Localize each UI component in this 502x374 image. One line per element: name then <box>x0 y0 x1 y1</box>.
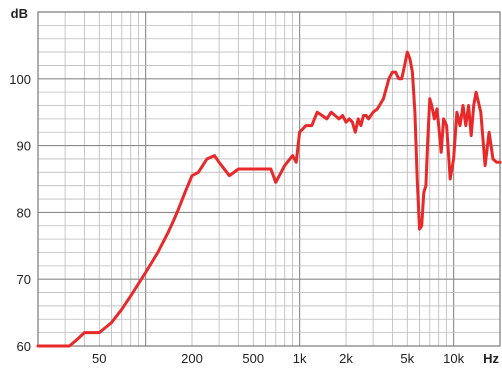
x-tick-label: 500 <box>242 351 264 366</box>
tick-labels: 60 70 80 90 100 50 200 500 1k 2k 5k 10k dB Hz <box>9 6 499 366</box>
y-tick-label: 80 <box>17 205 31 220</box>
y-tick-label: 90 <box>17 139 31 154</box>
y-tick-label: 100 <box>9 72 31 87</box>
grid <box>38 11 500 347</box>
x-unit-label: Hz <box>483 351 499 366</box>
y-tick-label: 70 <box>17 272 31 287</box>
series-line <box>36 50 502 348</box>
plot-frame <box>37 11 501 347</box>
x-tick-label: 2k <box>339 351 353 366</box>
x-tick-label: 10k <box>443 351 464 366</box>
x-tick-label: 50 <box>92 351 106 366</box>
axes <box>37 11 501 347</box>
y-unit-label: dB <box>11 6 28 21</box>
x-tick-label: 5k <box>400 351 414 366</box>
y-tick-label: 60 <box>17 339 31 354</box>
series-layer <box>36 50 502 348</box>
x-tick-label: 1k <box>293 351 307 366</box>
x-tick-label: 200 <box>181 351 203 366</box>
